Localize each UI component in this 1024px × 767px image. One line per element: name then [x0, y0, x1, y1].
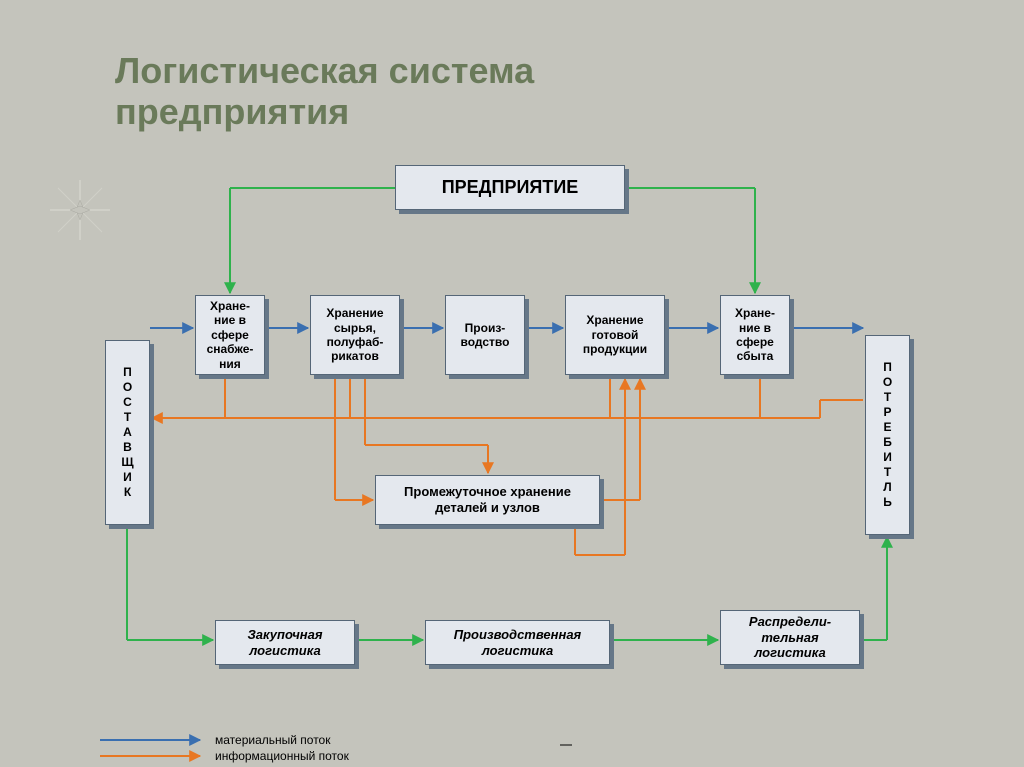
node-store-ready-label: Хранение готовой продукции [583, 313, 647, 356]
node-store-raw-label: Хранение сырья, полуфаб- рикатов [326, 306, 383, 364]
node-production-label: Произ- водство [461, 321, 510, 350]
node-log-prod: Производственная логистика [425, 620, 610, 665]
node-intermediate: Промежуточное хранение деталей и узлов [375, 475, 600, 525]
node-enterprise: ПРЕДПРИЯТИЕ [395, 165, 625, 210]
legend-material: материальный поток [215, 733, 330, 747]
node-log-prod-label: Производственная логистика [454, 627, 581, 658]
legend-info: информационный поток [215, 749, 349, 763]
node-consumer: П О Т Р Е Б И Т Л Ь [865, 335, 910, 535]
node-store-sale: Хране- ние в сфере сбыта [720, 295, 790, 375]
legend-info-label: информационный поток [215, 749, 349, 763]
node-store-raw: Хранение сырья, полуфаб- рикатов [310, 295, 400, 375]
node-store-supply-label: Хране- ние в сфере снабже- ния [207, 299, 254, 371]
title-line1: Логистическая система [115, 50, 534, 91]
node-log-purchase: Закупочная логистика [215, 620, 355, 665]
node-consumer-label: П О Т Р Е Б И Т Л Ь [883, 360, 892, 510]
node-store-ready: Хранение готовой продукции [565, 295, 665, 375]
page-title: Логистическая система предприятия [115, 50, 534, 133]
node-log-distr-label: Распредели- тельная логистика [749, 614, 831, 661]
node-store-supply: Хране- ние в сфере снабже- ния [195, 295, 265, 375]
title-line2: предприятия [115, 91, 349, 132]
node-enterprise-label: ПРЕДПРИЯТИЕ [442, 177, 579, 199]
node-log-purchase-label: Закупочная логистика [247, 627, 322, 658]
decor-star-icon [50, 180, 110, 240]
node-supplier-label: П О С Т А В Щ И К [121, 365, 133, 500]
node-store-sale-label: Хране- ние в сфере сбыта [735, 306, 775, 364]
node-supplier: П О С Т А В Щ И К [105, 340, 150, 525]
node-intermediate-label: Промежуточное хранение деталей и узлов [404, 484, 571, 515]
legend-material-label: материальный поток [215, 733, 330, 747]
node-log-distr: Распредели- тельная логистика [720, 610, 860, 665]
node-production: Произ- водство [445, 295, 525, 375]
